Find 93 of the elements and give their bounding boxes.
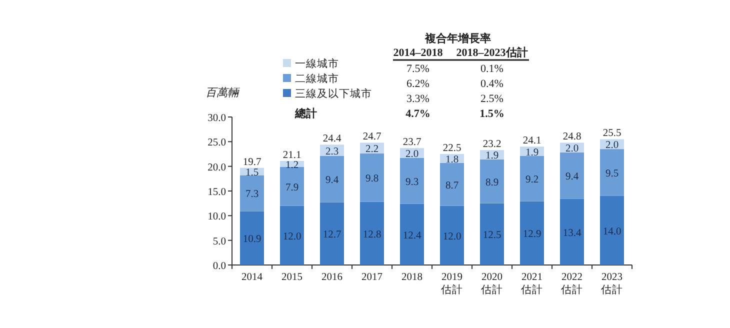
- data-label: 10.9: [242, 234, 262, 246]
- bar: [560, 152, 584, 199]
- legend-label: 二線城市: [295, 72, 339, 85]
- bar: [280, 166, 304, 206]
- data-label: 2.0: [605, 140, 619, 152]
- data-label: 12.7: [322, 230, 342, 241]
- data-label: 1.8: [445, 154, 459, 166]
- x-tick-label: 2021 估計: [521, 272, 543, 296]
- text: 7.5%: [406, 63, 430, 75]
- data-label: 1.9: [525, 147, 539, 158]
- bar: [360, 154, 384, 202]
- total-label: 24.1: [522, 136, 542, 147]
- x-tick-label: 2015: [282, 272, 302, 283]
- bar: [440, 162, 464, 206]
- data-label: 2.2: [365, 144, 379, 156]
- legend-label: 三線及以下城市: [295, 87, 372, 100]
- data-label: 14.0: [602, 226, 622, 238]
- data-label: 1.9: [485, 150, 499, 162]
- bar: [600, 149, 624, 196]
- data-label: 9.3: [405, 176, 419, 188]
- total-label: 24.4: [322, 134, 342, 145]
- y-tick-label: 20.0: [208, 162, 226, 174]
- bar: [440, 206, 464, 265]
- data-label: 9.4: [325, 175, 340, 186]
- bar: [240, 175, 264, 212]
- x-tick-label: 2018: [402, 272, 422, 283]
- data-label: 8.7: [445, 180, 459, 192]
- total-label: 21.1: [282, 150, 302, 161]
- total-label: 24.7: [362, 132, 382, 143]
- bar: [600, 196, 624, 265]
- total-label: 25.5: [602, 128, 622, 140]
- text: 6.2%: [406, 78, 430, 90]
- data-label: 1.5: [245, 168, 259, 179]
- x-tick-label: 2014: [242, 272, 264, 283]
- legend-label: 一線城市: [295, 57, 339, 70]
- data-label: 13.4: [562, 228, 582, 239]
- total-label: 24.8: [562, 132, 582, 143]
- data-label: 1.2: [285, 160, 299, 171]
- data-label: 2.0: [565, 144, 579, 155]
- text: 0.1%: [480, 63, 504, 75]
- data-label: 9.5: [605, 168, 619, 180]
- data-label: 8.9: [485, 177, 499, 188]
- annotation: 4.7%: [406, 108, 430, 120]
- bar: [320, 156, 344, 202]
- text: 2018–2023估計: [456, 46, 528, 59]
- bar: [400, 158, 424, 204]
- bar: [400, 204, 424, 265]
- y-tick-label: 15.0: [208, 187, 226, 198]
- text: 2014–2018: [393, 47, 444, 59]
- y-tick-label: 5.0: [212, 236, 226, 248]
- data-label: 9.4: [565, 172, 580, 183]
- text: 3.3%: [406, 93, 430, 105]
- bar: [240, 211, 264, 265]
- bar: [480, 203, 504, 265]
- data-label: 12.9: [522, 229, 542, 240]
- x-tick-label: 2017: [362, 272, 382, 283]
- y-tick-label: 25.0: [208, 138, 226, 149]
- bar: [520, 201, 544, 265]
- annotation: 1.5%: [480, 108, 504, 120]
- x-tick-label: 2019 估計: [441, 272, 463, 296]
- bar: [360, 202, 384, 265]
- bar: [480, 159, 504, 204]
- total-label: 22.5: [442, 143, 462, 154]
- data-label: 9.2: [525, 174, 539, 186]
- x-tick-label: 2022 估計: [561, 272, 583, 296]
- y-axis-title: 百萬輛: [206, 86, 240, 99]
- x-tick-label: 2016: [322, 272, 342, 283]
- text: 複合年增長率: [424, 32, 491, 45]
- data-label: 2.0: [405, 149, 419, 160]
- text: 2.5%: [480, 93, 504, 105]
- bar: [280, 206, 304, 265]
- y-tick-label: 10.0: [208, 212, 226, 223]
- data-label: 12.0: [282, 231, 302, 242]
- data-label: 9.8: [365, 174, 379, 185]
- data-label: 7.9: [285, 182, 299, 194]
- y-tick-label: 0.0: [212, 261, 226, 272]
- data-label: 2.3: [325, 146, 339, 158]
- data-label: 7.3: [245, 189, 259, 200]
- x-tick-label: 2020 估計: [481, 272, 503, 296]
- total-label: 23.2: [482, 139, 502, 150]
- data-label: 12.8: [362, 229, 382, 240]
- data-label: 12.4: [402, 230, 422, 242]
- text: 0.4%: [480, 78, 504, 90]
- bar: [560, 198, 584, 265]
- data-label: 12.0: [442, 231, 462, 242]
- total-label: 23.7: [402, 137, 422, 148]
- bar: [520, 156, 544, 202]
- bar: [320, 202, 344, 265]
- annotation: 總計: [294, 107, 317, 120]
- data-label: 12.5: [482, 230, 502, 242]
- x-tick-label: 2023 估計: [601, 272, 623, 296]
- total-label: 19.7: [242, 156, 262, 168]
- y-tick-label: 30.0: [208, 113, 226, 124]
